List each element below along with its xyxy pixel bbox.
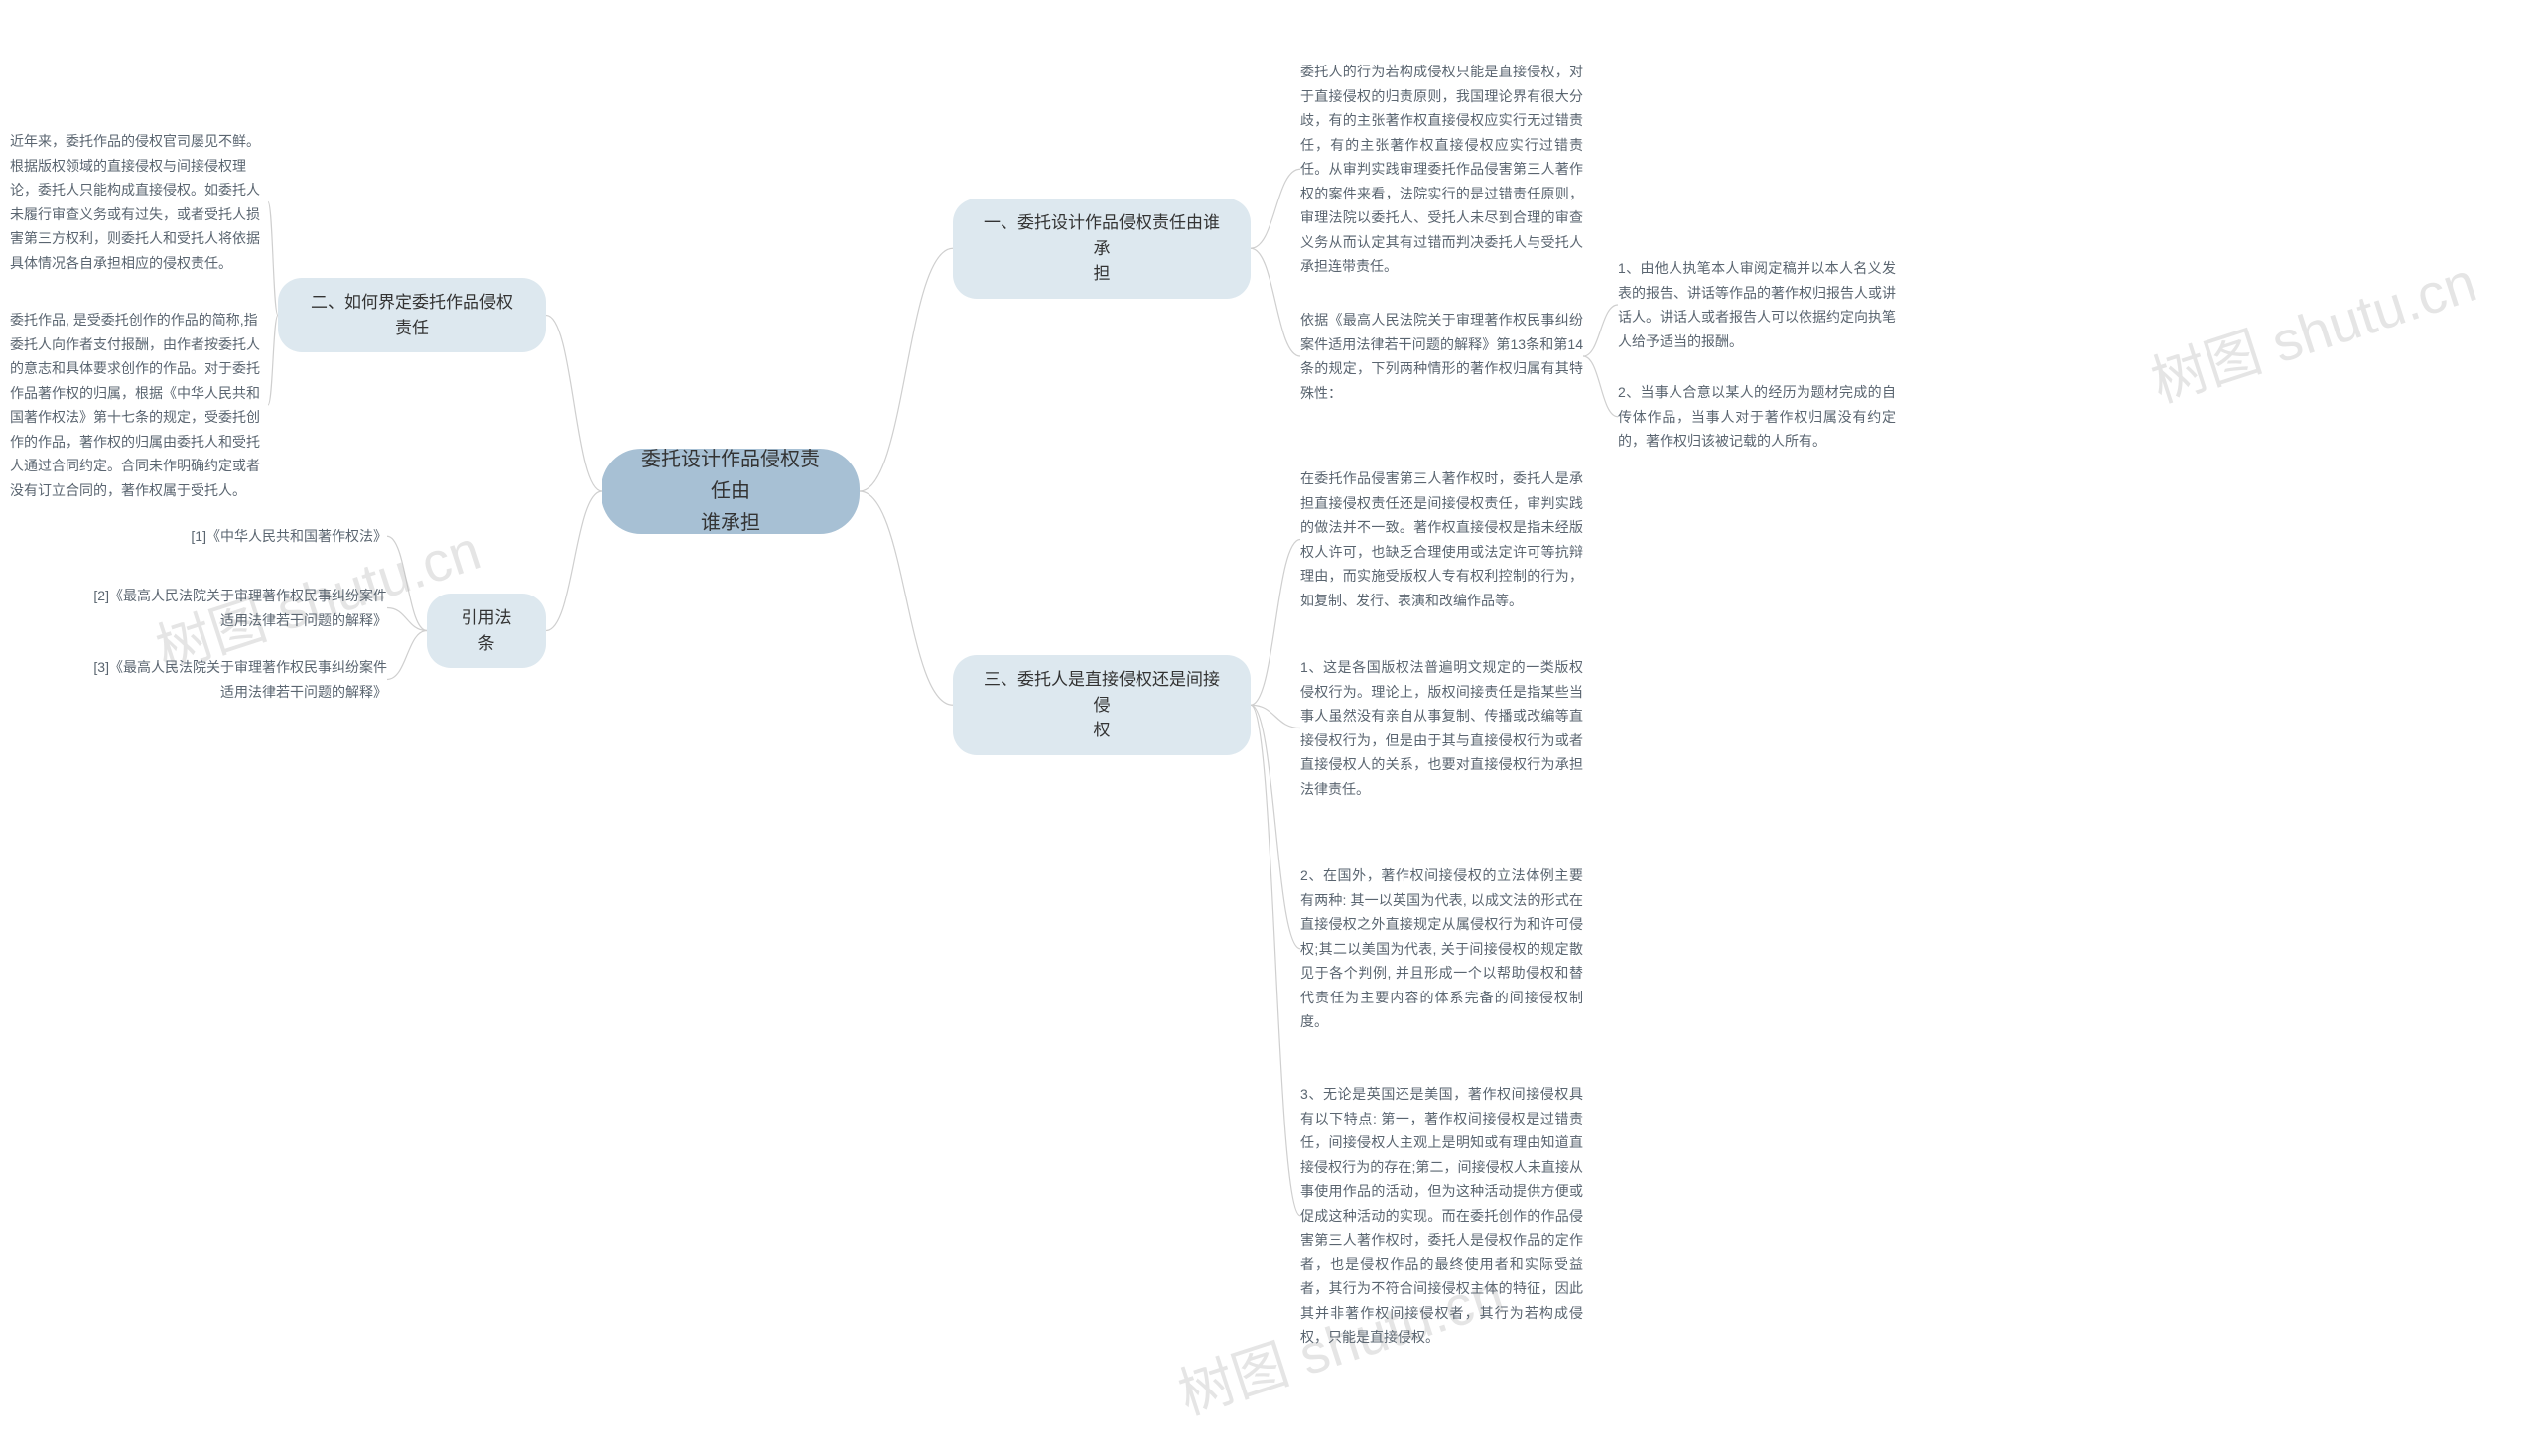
leaf-ref-1: [1]《中华人民共和国著作权法》 <box>89 524 387 549</box>
leaf-2b: 委托作品, 是受委托创作的作品的简称,指委托人向作者支付报酬，由作者按委托人的意… <box>10 308 268 502</box>
leaf-3c: 2、在国外，著作权间接侵权的立法体例主要有两种: 其一以英国为代表, 以成文法的… <box>1300 863 1583 1034</box>
watermark-3: 树图 shutu.cn <box>2140 238 2485 419</box>
branch-3: 三、委托人是直接侵权还是间接侵权 <box>953 655 1251 755</box>
branch-references: 引用法条 <box>427 594 546 668</box>
branch-2: 二、如何界定委托作品侵权责任 <box>278 278 546 352</box>
center-node: 委托设计作品侵权责任由谁承担 <box>602 449 860 534</box>
leaf-2a: 近年来，委托作品的侵权官司屡见不鲜。根据版权领域的直接侵权与间接侵权理论，委托人… <box>10 129 268 275</box>
leaf-1a: 委托人的行为若构成侵权只能是直接侵权，对于直接侵权的归责原则，我国理论界有很大分… <box>1300 60 1583 279</box>
connector-lines <box>0 0 2541 1456</box>
leaf-1b-1: 1、由他人执笔本人审阅定稿并以本人名义发表的报告、讲话等作品的著作权归报告人或讲… <box>1618 256 1896 353</box>
leaf-ref-3: [3]《最高人民法院关于审理著作权民事纠纷案件适用法律若干问题的解释》 <box>89 655 387 704</box>
leaf-3a: 在委托作品侵害第三人著作权时，委托人是承担直接侵权责任还是间接侵权责任，审判实践… <box>1300 466 1583 612</box>
leaf-3b: 1、这是各国版权法普遍明文规定的一类版权侵权行为。理论上，版权间接责任是指某些当… <box>1300 655 1583 801</box>
leaf-1b-2: 2、当事人合意以某人的经历为题材完成的自传体作品，当事人对于著作权归属没有约定的… <box>1618 380 1896 454</box>
leaf-1b: 依据《最高人民法院关于审理著作权民事纠纷案件适用法律若干问题的解释》第13条和第… <box>1300 308 1583 405</box>
branch-1: 一、委托设计作品侵权责任由谁承担 <box>953 199 1251 299</box>
leaf-ref-2: [2]《最高人民法院关于审理著作权民事纠纷案件适用法律若干问题的解释》 <box>89 584 387 632</box>
leaf-3d: 3、无论是英国还是美国，著作权间接侵权具有以下特点: 第一，著作权间接侵权是过错… <box>1300 1082 1583 1350</box>
